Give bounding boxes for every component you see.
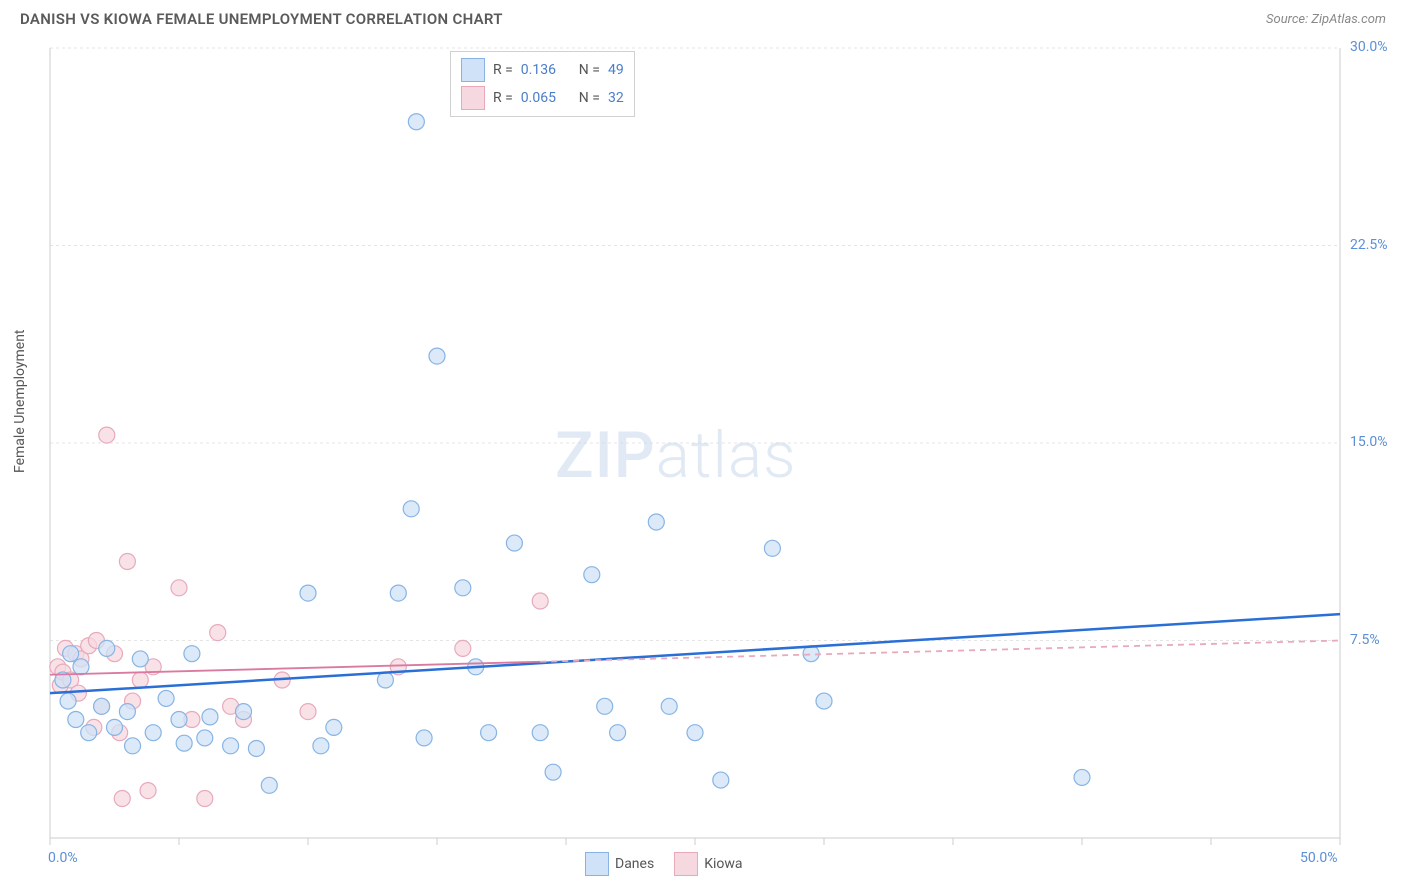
legend-swatch (461, 86, 485, 110)
legend-item: Danes (585, 852, 654, 876)
r-value: 0.065 (521, 90, 571, 106)
axis-tick-label: 22.5% (1350, 237, 1388, 253)
axis-tick-label: 15.0% (1350, 434, 1388, 450)
r-value: 0.136 (521, 62, 571, 78)
legend-label: Danes (615, 856, 654, 872)
legend-item: Kiowa (674, 852, 742, 876)
r-label: R = (493, 62, 513, 78)
chart-header: DANISH VS KIOWA FEMALE UNEMPLOYMENT CORR… (0, 0, 1406, 33)
axis-tick-label: 7.5% (1350, 632, 1380, 648)
legend-swatch (461, 58, 485, 82)
legend-swatch (585, 852, 609, 876)
axis-tick-label: 50.0% (1300, 850, 1338, 866)
legend-row: R = 0.065 N = 32 (461, 84, 624, 112)
n-value: 49 (608, 62, 624, 78)
y-axis-label: Female Unemployment (12, 329, 28, 473)
scatter-chart (0, 33, 1406, 878)
chart-container: ZIPatlas Female Unemployment R =0.136N =… (0, 33, 1406, 878)
series-legend: Danes Kiowa (585, 852, 743, 876)
r-label: R = (493, 90, 513, 106)
n-label: N = (579, 90, 600, 106)
axis-tick-label: 0.0% (48, 850, 78, 866)
legend-row: R = 0.136 N = 49 (461, 56, 624, 84)
n-label: N = (579, 62, 600, 78)
correlation-legend: R = 0.136 N = 49 R = 0.065 N = 32 (450, 51, 635, 117)
n-value: 32 (608, 90, 624, 106)
legend-swatch (674, 852, 698, 876)
chart-source: Source: ZipAtlas.com (1266, 12, 1386, 27)
axis-tick-label: 30.0% (1350, 39, 1388, 55)
chart-title: DANISH VS KIOWA FEMALE UNEMPLOYMENT CORR… (20, 10, 503, 28)
legend-label: Kiowa (704, 856, 742, 872)
